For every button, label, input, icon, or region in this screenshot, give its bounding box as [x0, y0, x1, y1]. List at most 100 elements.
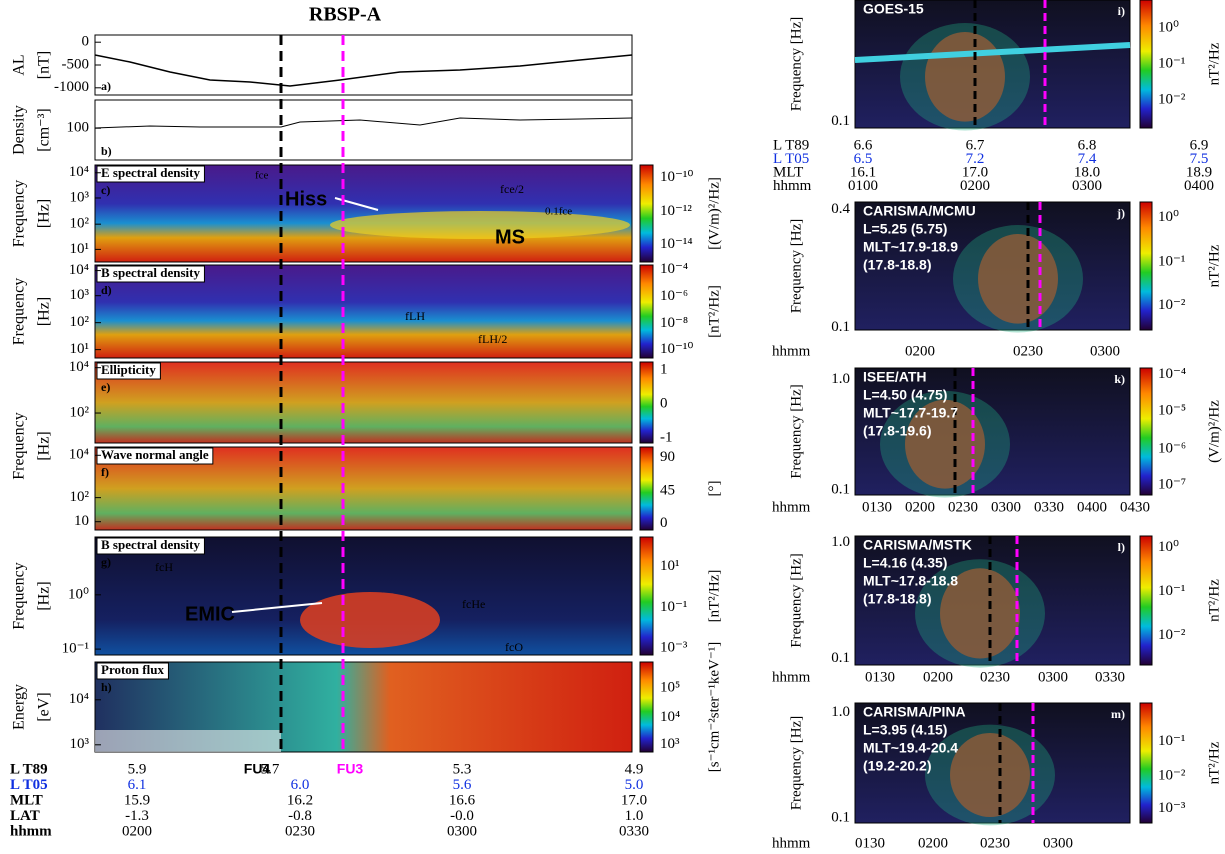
- colorbar-tick-label: 10⁻²: [1158, 297, 1186, 313]
- colorbar-tick-label: 10⁰: [1158, 20, 1179, 36]
- colorbar-tick-label: 90: [660, 449, 675, 465]
- box-bg: [96, 165, 205, 183]
- row-value: 6.6: [854, 137, 873, 153]
- row-value: 0300: [447, 823, 477, 839]
- colorbar-tick-label: 10⁻¹⁰: [660, 341, 693, 357]
- y-tick-label: 100: [67, 120, 90, 136]
- wave-activity: [905, 399, 985, 489]
- station-text: MLT~17.7-19.7: [863, 405, 958, 421]
- x-axis-label: hhmm: [772, 499, 811, 515]
- station-text: (17.8-19.6): [863, 423, 931, 439]
- x-tick-label: 0200: [905, 343, 935, 359]
- row-value: 4.9: [625, 761, 644, 777]
- panel-box-title: E spectral density: [101, 165, 200, 180]
- panel-label: b): [101, 144, 112, 158]
- emic-blob: [300, 592, 440, 648]
- goes-band: [854, 42, 1131, 63]
- y-tick-label: 0.1: [831, 810, 850, 826]
- y-tick-label: 0.1: [831, 650, 850, 666]
- y-axis-label: Frequency [Hz]: [788, 384, 804, 479]
- y-tick-label: 10⁴: [69, 691, 89, 707]
- colorbar-unit: (V/m)²/Hz: [1206, 400, 1222, 463]
- row-value: 6.9: [1190, 137, 1209, 153]
- x-tick-label: 0430: [1120, 499, 1150, 515]
- row-label: L T05: [10, 777, 48, 793]
- y-tick-label: 1.0: [831, 371, 850, 387]
- row-value: 5.3: [453, 761, 472, 777]
- row-value: 17.0: [962, 164, 988, 180]
- panel-background: [854, 367, 1131, 496]
- y-tick-label: 0.4: [831, 201, 850, 217]
- y-tick-label: 0.1: [831, 113, 850, 129]
- annotation: fcH: [155, 560, 173, 574]
- y-tick-label: 0.1: [831, 481, 850, 497]
- panel-background: [94, 99, 633, 161]
- x-tick-label: 0300: [1043, 835, 1073, 851]
- colorbar-tick-label: 10⁻¹: [660, 599, 687, 615]
- low-energy-band: [95, 730, 281, 752]
- x-tick-label: 0330: [1034, 499, 1064, 515]
- colorbar-tick-label: 10⁵: [660, 680, 680, 696]
- wave-activity-halo: [900, 23, 1030, 131]
- colorbar-unit: [°]: [706, 481, 722, 497]
- y-axis-label: Energy: [11, 684, 28, 730]
- y-axis-label: Frequency: [11, 180, 28, 248]
- x-tick-label: 0130: [865, 669, 895, 685]
- station-text: MLT~17.8-18.8: [863, 573, 958, 589]
- panel-label: j): [1116, 206, 1125, 220]
- y-tick-label: 10¹: [70, 341, 90, 357]
- row-value: 7.2: [966, 151, 985, 167]
- annotation: MS: [495, 226, 525, 248]
- x-axis-label: hhmm: [772, 835, 811, 851]
- figure-title: RBSP-A: [309, 4, 382, 26]
- y-axis-label: Frequency: [11, 412, 28, 480]
- colorbar-tick-label: 10⁻¹⁴: [660, 236, 693, 252]
- row-value: 5.0: [625, 777, 644, 793]
- annotation: fLH: [405, 309, 425, 323]
- colorbar: [639, 264, 654, 359]
- y-axis-label: [Hz]: [36, 581, 53, 610]
- colorbar-unit: nT²/Hz: [1206, 42, 1222, 85]
- marker-label: FU4: [244, 761, 271, 777]
- emic-arrow: [231, 602, 323, 613]
- colorbar-unit: nT²/Hz: [1206, 244, 1222, 287]
- station-text: (19.2-20.2): [863, 758, 931, 774]
- station-text: (17.8-18.8): [863, 257, 931, 273]
- row-value: -0.0: [450, 808, 474, 824]
- marker-label: FU3: [337, 761, 364, 777]
- y-tick-label: 10³: [70, 736, 90, 752]
- row-value: 0300: [1072, 178, 1102, 194]
- panel-label: g): [101, 555, 111, 569]
- row-value: 0400: [1184, 178, 1214, 194]
- panel-box-title: Ellipticity: [101, 362, 156, 377]
- station-text: GOES-15: [863, 1, 924, 17]
- row-label: MLT: [10, 792, 43, 808]
- wave-activity: [978, 233, 1058, 324]
- row-value: 17.0: [621, 792, 647, 808]
- panel-box-title: B spectral density: [101, 537, 200, 552]
- row-label: L T05: [773, 151, 809, 167]
- y-tick-label: 10: [74, 513, 89, 529]
- hiss-band: [330, 211, 630, 239]
- colorbar-tick-label: 0: [660, 515, 668, 531]
- x-tick-label: 0300: [991, 499, 1021, 515]
- wave-activity-halo: [880, 390, 1010, 498]
- colorbar: [639, 661, 654, 753]
- x-tick-label: 0200: [905, 499, 935, 515]
- box-bg: [96, 537, 205, 555]
- panel-box-title: B spectral density: [101, 265, 200, 280]
- wave-activity-halo: [953, 225, 1083, 333]
- colorbar-unit: nT²/Hz: [1206, 579, 1222, 622]
- x-tick-label: 0130: [855, 835, 885, 851]
- colorbar-unit: [(V/m)²/Hz]: [706, 177, 722, 250]
- y-tick-label: 10⁰: [68, 586, 89, 602]
- station-text: L=5.25 (5.75): [863, 221, 947, 237]
- row-label: LAT: [10, 808, 40, 824]
- x-tick-label: 0130: [862, 499, 892, 515]
- colorbar-tick-label: 10⁻⁴: [660, 261, 688, 277]
- colorbar-tick-label: 10³: [660, 736, 680, 752]
- colorbar-tick-label: 10⁻⁷: [1158, 476, 1186, 492]
- y-axis-label: [eV]: [36, 692, 53, 721]
- y-tick-label: -500: [62, 56, 90, 72]
- row-value: 6.5: [854, 151, 873, 167]
